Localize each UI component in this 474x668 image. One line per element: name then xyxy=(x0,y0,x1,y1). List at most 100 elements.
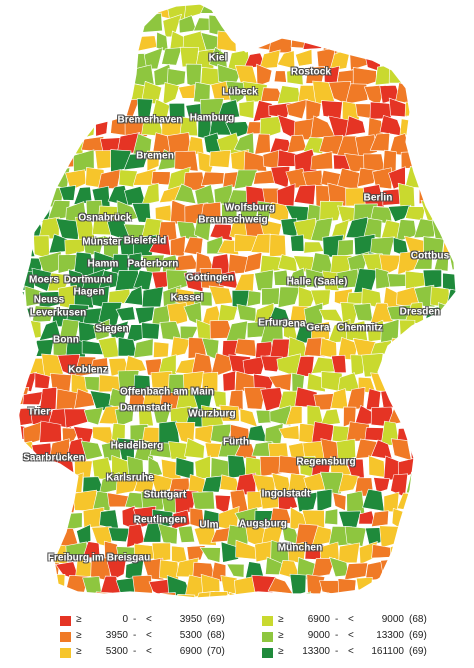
district-region xyxy=(373,477,391,494)
district-region xyxy=(268,373,292,392)
district-region xyxy=(362,184,385,208)
district-region xyxy=(18,219,27,237)
district-region xyxy=(141,286,164,308)
district-region xyxy=(78,321,97,344)
district-region xyxy=(18,540,35,562)
district-region xyxy=(251,4,275,17)
district-region xyxy=(331,354,347,374)
city-label: Fürth xyxy=(222,436,250,448)
district-region xyxy=(56,117,79,139)
city-label: Göttingen xyxy=(185,272,235,284)
city-label: Moers xyxy=(29,274,59,286)
city-label: Rostock xyxy=(290,66,332,78)
district-region xyxy=(328,15,351,38)
district-region xyxy=(469,591,474,600)
district-region xyxy=(186,545,206,563)
legend-count: (69) xyxy=(409,646,427,657)
district-region xyxy=(380,388,403,410)
district-region xyxy=(92,49,114,72)
legend-lt: < xyxy=(146,646,152,657)
city-label: Würzburg xyxy=(188,408,236,420)
district-region xyxy=(443,539,456,563)
district-region xyxy=(409,137,425,154)
district-region xyxy=(344,17,367,36)
district-region xyxy=(375,4,390,18)
district-region xyxy=(467,53,474,70)
district-region xyxy=(125,14,146,36)
district-region xyxy=(458,544,474,561)
legend-swatch xyxy=(60,616,71,626)
city-label: Neuss xyxy=(33,294,65,306)
district-region xyxy=(459,65,474,86)
district-region xyxy=(430,118,455,139)
district-region xyxy=(389,4,411,19)
district-region xyxy=(34,471,56,495)
city-label: Freiburg im Breisgau xyxy=(47,552,151,564)
district-region xyxy=(27,557,46,582)
district-region xyxy=(423,135,446,152)
district-region xyxy=(305,268,327,288)
district-region xyxy=(18,490,27,510)
district-region xyxy=(354,134,378,158)
district-region xyxy=(406,509,427,530)
district-region xyxy=(179,325,199,340)
city-label: Wolfsburg xyxy=(224,202,276,214)
district-region xyxy=(245,16,268,37)
district-region xyxy=(259,49,281,69)
city-label: Paderborn xyxy=(127,258,179,270)
district-region xyxy=(371,510,389,528)
district-region xyxy=(405,375,428,392)
district-region xyxy=(32,506,54,527)
city-label: Berlin xyxy=(363,192,393,204)
district-region xyxy=(361,12,387,36)
district-region xyxy=(18,559,30,581)
district-region xyxy=(450,52,456,67)
district-region xyxy=(142,523,162,543)
district-region xyxy=(273,70,287,83)
city-label: Gera xyxy=(306,322,330,334)
city-label: Münster xyxy=(82,236,122,248)
district-region xyxy=(253,169,276,185)
district-region xyxy=(400,151,420,169)
district-region xyxy=(414,427,438,442)
district-region xyxy=(437,302,456,325)
district-region xyxy=(395,392,418,411)
district-region xyxy=(388,64,409,84)
district-region xyxy=(174,254,200,272)
district-region xyxy=(46,67,71,88)
district-region xyxy=(440,404,456,428)
legend-low: 13300 xyxy=(302,646,330,657)
district-region xyxy=(236,303,257,322)
district-region xyxy=(412,593,433,598)
city-label: Osnabrück xyxy=(78,212,132,224)
district-region xyxy=(440,507,456,529)
district-region xyxy=(438,337,456,359)
district-region xyxy=(18,438,20,462)
district-region xyxy=(454,98,456,122)
district-region xyxy=(388,166,406,190)
district-region xyxy=(256,63,273,87)
district-region xyxy=(136,98,154,121)
district-region xyxy=(388,97,411,118)
district-region xyxy=(429,149,451,172)
district-region xyxy=(162,82,180,106)
district-region xyxy=(238,100,255,119)
district-region xyxy=(447,425,456,446)
district-region xyxy=(18,134,22,153)
district-region xyxy=(39,490,62,514)
district-region xyxy=(120,32,140,55)
legend-dash: - xyxy=(335,646,339,657)
district-region xyxy=(22,14,47,38)
district-region xyxy=(64,238,89,256)
district-region xyxy=(0,405,17,428)
district-region xyxy=(332,492,347,511)
district-region xyxy=(151,171,171,186)
district-region xyxy=(200,4,220,14)
district-region xyxy=(74,388,95,409)
district-region xyxy=(401,593,421,598)
district-region xyxy=(451,149,456,172)
district-region xyxy=(446,119,456,140)
legend-low: 6900 xyxy=(307,614,330,625)
district-region xyxy=(336,438,356,462)
district-region xyxy=(455,172,456,186)
